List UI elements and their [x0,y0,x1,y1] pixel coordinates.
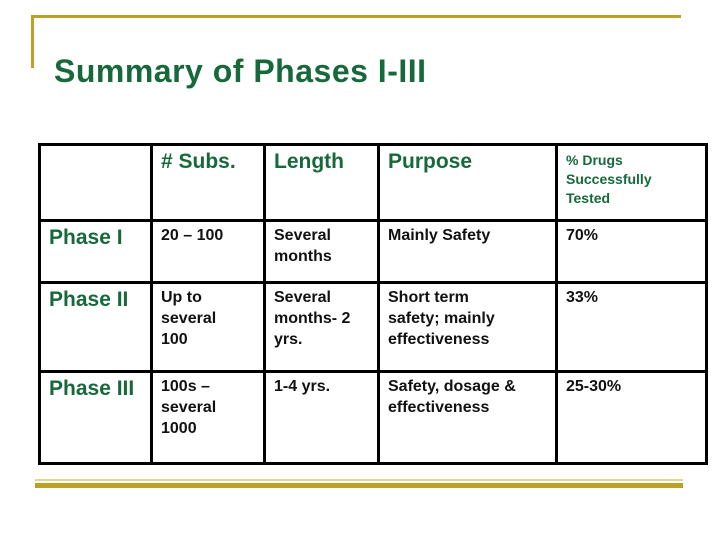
table-row-phase-3: Phase III 100s – several 1000 1-4 yrs. S… [38,370,708,465]
subs-cell: 20 – 100 [150,219,266,284]
top-accent-line [31,15,681,18]
bottom-accent-line-thin [35,479,683,481]
header-success-rate: % Drugs Successfully Tested [555,143,708,222]
success-rate-cell: 33% [555,281,708,373]
success-rate-cell: 25-30% [555,370,708,465]
purpose-cell: Mainly Safety [377,219,558,284]
length-cell: Several months- 2 yrs. [263,281,380,373]
phases-table: # Subs. Length Purpose % Drugs Successfu… [38,143,708,465]
phase-label: Phase II [38,281,153,373]
left-accent-line [31,15,34,68]
table-row-phase-1: Phase I 20 – 100 Several months Mainly S… [38,219,708,284]
header-length: Length [263,143,380,222]
header-empty-cell [38,143,153,222]
purpose-cell: Short term safety; mainly effectiveness [377,281,558,373]
subs-cell: 100s – several 1000 [150,370,266,465]
table-row-phase-2: Phase II Up to several 100 Several month… [38,281,708,373]
header-subs: # Subs. [150,143,266,222]
length-cell: 1-4 yrs. [263,370,380,465]
success-rate-cell: 70% [555,219,708,284]
bottom-accent-line-thick [35,483,683,488]
header-row: # Subs. Length Purpose % Drugs Successfu… [38,143,708,222]
length-cell: Several months [263,219,380,284]
subs-cell: Up to several 100 [150,281,266,373]
purpose-cell: Safety, dosage & effectiveness [377,370,558,465]
phase-label: Phase I [38,219,153,284]
slide-title: Summary of Phases I-III [54,53,427,89]
header-purpose: Purpose [377,143,558,222]
phase-label: Phase III [38,370,153,465]
